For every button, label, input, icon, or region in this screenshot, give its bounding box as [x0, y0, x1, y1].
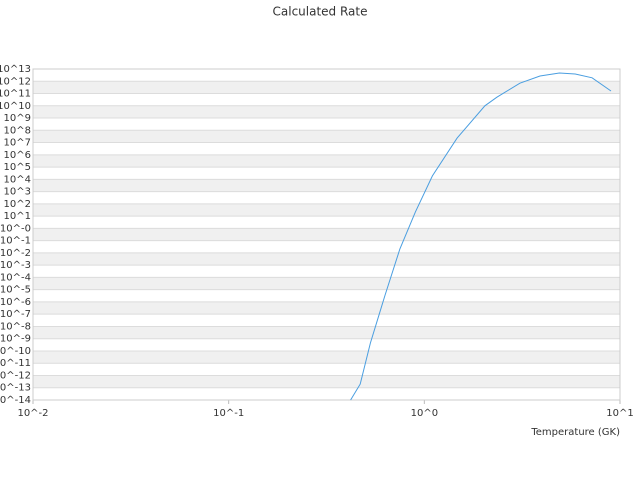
grid-band [33, 228, 620, 241]
x-tick-label: 10^-1 [213, 408, 244, 419]
grid-band [33, 350, 620, 364]
y-tick-label: 10^7 [4, 138, 31, 149]
data-line [350, 72, 612, 401]
y-tick-label: 10^11 [0, 89, 31, 100]
chart-title: Calculated Rate [273, 5, 368, 19]
y-tick-label: 10^8 [4, 125, 31, 136]
y-tick-label: 10^12 [0, 76, 31, 87]
grid-band [33, 301, 620, 315]
y-tick-label: 10^-0 [0, 223, 31, 234]
grid-band [33, 179, 620, 192]
y-tick-label: 10^5 [4, 162, 31, 173]
y-tick-label: 10^4 [4, 174, 31, 185]
y-tick-label: 10^9 [4, 113, 31, 124]
grid-band [33, 252, 620, 266]
y-tick-label: 10^-7 [0, 309, 31, 320]
grid-band [33, 105, 620, 119]
x-tick-label: 10^-2 [17, 408, 48, 419]
grid-band [33, 375, 620, 388]
y-tick-label: 10^10 [0, 101, 31, 112]
y-tick-label: 10^1 [4, 211, 31, 222]
y-tick-label: 10^-13 [0, 383, 31, 394]
x-tick-label: 10^0 [411, 408, 438, 419]
plot-frame [32, 68, 621, 401]
grid-band [33, 203, 620, 217]
x-axis-label: Temperature (GK) [530, 427, 620, 438]
y-tick-label: 10^-12 [0, 370, 31, 381]
grid-band [33, 154, 620, 168]
y-tick-label: 10^-1 [0, 236, 31, 247]
y-tick-label: 10^-2 [0, 248, 31, 259]
y-tick-label: 10^-10 [0, 346, 31, 357]
grid-band [33, 81, 620, 94]
y-tick-label: 10^-5 [0, 285, 31, 296]
y-tick-label: 10^-6 [0, 297, 31, 308]
y-tick-label: 10^6 [4, 150, 31, 161]
y-tick-label: 10^2 [4, 199, 31, 210]
y-tick-label: 10^3 [4, 187, 31, 198]
grid-band [33, 277, 620, 290]
y-tick-label: 10^-8 [0, 321, 31, 332]
grid-band [33, 130, 620, 143]
y-tick-label: 10^-4 [0, 272, 31, 283]
y-tick-label: 10^-11 [0, 358, 31, 369]
x-tick-label: 10^1 [606, 408, 633, 419]
y-tick-label: 10^-3 [0, 260, 31, 271]
grid-band [33, 326, 620, 339]
y-tick-label: 10^-9 [0, 334, 31, 345]
y-tick-label: 10^13 [0, 64, 31, 75]
y-tick-label: 10^-14 [0, 395, 31, 406]
